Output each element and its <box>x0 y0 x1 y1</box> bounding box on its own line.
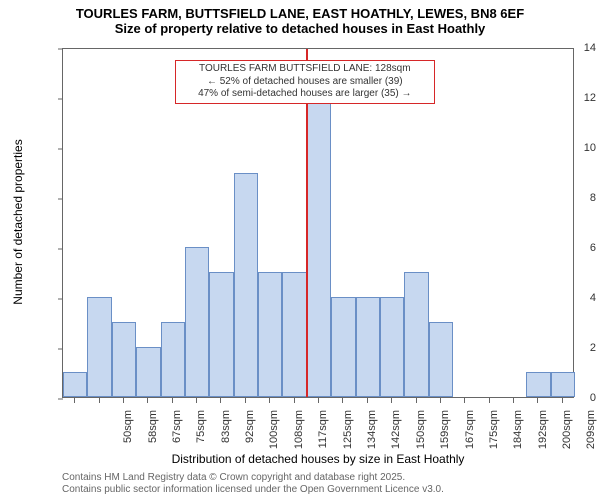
x-tick-mark <box>342 398 343 403</box>
y-tick-mark <box>58 249 63 250</box>
x-tick-mark <box>172 398 173 403</box>
footer-line-1: Contains HM Land Registry data © Crown c… <box>62 472 405 483</box>
histogram-bar <box>404 272 428 397</box>
histogram-bar <box>63 372 87 397</box>
x-tick-mark <box>513 398 514 403</box>
chart-container: TOURLES FARM, BUTTSFIELD LANE, EAST HOAT… <box>0 0 600 500</box>
histogram-bar <box>282 272 306 397</box>
y-tick-mark <box>58 299 63 300</box>
histogram-bar <box>185 247 209 397</box>
footer-line-2: Contains public sector information licen… <box>62 484 444 495</box>
x-tick-mark <box>537 398 538 403</box>
x-tick-mark <box>416 398 417 403</box>
y-tick-mark <box>58 349 63 350</box>
x-tick-mark <box>196 398 197 403</box>
x-tick-mark <box>318 398 319 403</box>
histogram-bar <box>161 322 185 397</box>
y-axis-title: Number of detached properties <box>11 47 25 397</box>
histogram-bar <box>307 98 331 397</box>
x-tick-mark <box>562 398 563 403</box>
x-tick-mark <box>123 398 124 403</box>
histogram-bar <box>112 322 136 397</box>
histogram-bar <box>356 297 380 397</box>
x-tick-mark <box>391 398 392 403</box>
x-tick-mark <box>367 398 368 403</box>
histogram-bar <box>380 297 404 397</box>
histogram-bar <box>429 322 453 397</box>
title-line-2: Size of property relative to detached ho… <box>0 21 600 36</box>
title-line-1: TOURLES FARM, BUTTSFIELD LANE, EAST HOAT… <box>0 6 600 21</box>
annotation-line-3: 47% of semi-detached houses are larger (… <box>180 88 430 101</box>
histogram-bar <box>526 372 550 397</box>
x-tick-mark <box>464 398 465 403</box>
histogram-bar <box>331 297 355 397</box>
x-tick-mark <box>294 398 295 403</box>
histogram-bar <box>234 173 258 397</box>
x-tick-mark <box>440 398 441 403</box>
x-tick-mark <box>269 398 270 403</box>
x-tick-mark <box>147 398 148 403</box>
x-tick-mark <box>74 398 75 403</box>
x-axis-area: 50sqm58sqm67sqm75sqm83sqm92sqm100sqm108s… <box>62 398 574 458</box>
x-axis-title: Distribution of detached houses by size … <box>62 452 574 466</box>
x-tick-mark <box>99 398 100 403</box>
histogram-bar <box>87 297 111 397</box>
annotation-line-2: ← 52% of detached houses are smaller (39… <box>180 76 430 89</box>
y-tick-mark <box>58 199 63 200</box>
property-annotation-box: TOURLES FARM BUTTSFIELD LANE: 128sqm ← 5… <box>175 60 435 104</box>
histogram-bar <box>209 272 233 397</box>
x-tick-label: 209sqm <box>585 410 597 460</box>
histogram-bar <box>136 347 160 397</box>
title-block: TOURLES FARM, BUTTSFIELD LANE, EAST HOAT… <box>0 6 600 36</box>
histogram-bar <box>551 372 575 397</box>
x-tick-mark <box>220 398 221 403</box>
y-tick-mark <box>58 149 63 150</box>
annotation-line-1: TOURLES FARM BUTTSFIELD LANE: 128sqm <box>180 63 430 76</box>
x-tick-mark <box>489 398 490 403</box>
histogram-bar <box>258 272 282 397</box>
y-tick-mark <box>58 99 63 100</box>
x-tick-mark <box>245 398 246 403</box>
y-tick-mark <box>58 49 63 50</box>
